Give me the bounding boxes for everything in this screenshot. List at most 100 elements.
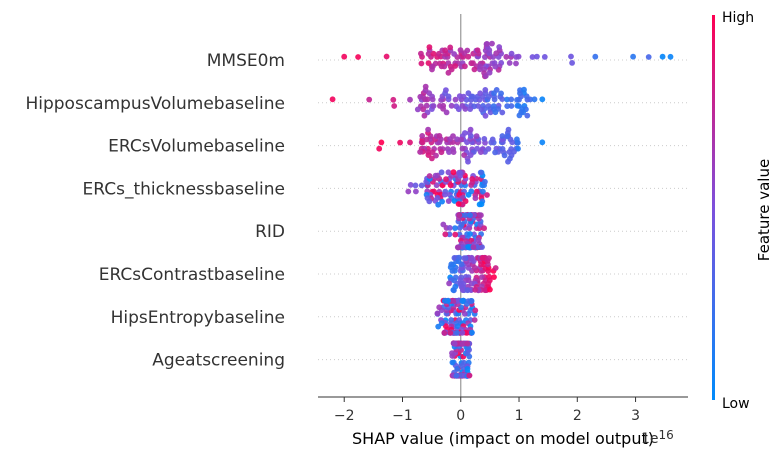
shap-point (456, 169, 463, 176)
shap-point (472, 195, 479, 202)
shap-point (482, 178, 488, 185)
shap-point (470, 244, 477, 251)
shap-point (477, 149, 484, 156)
shap-point (492, 63, 499, 70)
shap-point (504, 133, 511, 140)
shap-point (492, 265, 499, 271)
shap-point (397, 139, 403, 146)
shap-point (464, 47, 471, 54)
shap-point (418, 60, 425, 67)
shap-point (484, 41, 490, 47)
shap-point (471, 66, 478, 73)
shap-point (445, 198, 452, 205)
shap-point (455, 201, 462, 207)
shap-point (418, 50, 424, 57)
shap-point (481, 225, 487, 232)
shap-point (456, 212, 463, 219)
shap-point (499, 109, 506, 116)
shap-point (464, 340, 471, 347)
shap-point (534, 53, 540, 60)
shap-point (468, 255, 474, 262)
colorbar-low-label: Low (722, 396, 750, 412)
shap-point (489, 40, 495, 47)
shap-point (458, 136, 465, 143)
shap-point (451, 198, 458, 204)
shap-point (645, 54, 652, 60)
shap-point (482, 287, 488, 294)
shap-point (471, 317, 478, 323)
shap-point (493, 87, 500, 93)
shap-point (446, 225, 453, 231)
shap-point (430, 103, 437, 109)
feature-label: HipsEntropybaseline (111, 308, 285, 328)
shap-point (482, 87, 489, 93)
shap-point (529, 54, 536, 60)
shap-point (465, 191, 472, 198)
shap-point (541, 54, 548, 60)
shap-point (438, 169, 445, 176)
shap-point (491, 274, 497, 280)
shap-point (508, 50, 515, 57)
feature-label: ERCs_thicknessbaseline (83, 179, 285, 199)
shap-point (430, 50, 437, 57)
shap-point (503, 53, 510, 60)
shap-point (499, 133, 506, 139)
shap-point (513, 60, 519, 67)
shap-point (487, 286, 493, 293)
shap-point (376, 145, 383, 152)
shap-point (462, 130, 468, 136)
shap-point (482, 149, 488, 155)
shap-point (478, 106, 485, 113)
x-axis-ticks: −2 −1 0 1 2 3 (334, 397, 640, 424)
shap-point (448, 102, 455, 109)
shap-point (424, 96, 431, 103)
shap-point (456, 254, 462, 261)
shap-point (486, 255, 492, 261)
shap-point (445, 93, 452, 100)
shap-point (442, 231, 449, 238)
shap-point (454, 323, 461, 330)
shap-point (477, 90, 484, 97)
shap-point (516, 112, 523, 119)
shap-point (511, 148, 517, 155)
shap-point (423, 136, 430, 143)
shap-point (414, 106, 421, 113)
shap-point (417, 149, 423, 155)
shap-point (492, 149, 498, 156)
shap-point (462, 212, 469, 219)
shap-point (498, 90, 504, 97)
shap-point (443, 109, 450, 116)
shap-point (419, 139, 426, 146)
shap-point (438, 63, 445, 70)
shap-point (539, 139, 546, 146)
shap-point (476, 201, 483, 208)
feature-label: HipposcampusVolumebaseline (25, 94, 285, 114)
shap-point (478, 274, 485, 280)
shap-point (505, 158, 511, 165)
x-tick-label: 2 (573, 408, 582, 424)
shap-point (446, 231, 453, 238)
shap-point (469, 176, 476, 182)
shap-point (468, 298, 475, 304)
shap-point (467, 212, 473, 219)
shap-point (459, 145, 466, 152)
shap-point (501, 152, 508, 159)
shap-point (446, 280, 452, 287)
shap-point (508, 96, 515, 103)
shap-point (479, 255, 486, 262)
shap-point (473, 133, 480, 140)
shap-point (464, 287, 471, 294)
shap-point (423, 102, 430, 109)
shap-point (524, 112, 531, 119)
shap-point (659, 53, 666, 60)
shap-point (451, 340, 458, 347)
shap-point (443, 176, 449, 183)
shap-point (452, 231, 459, 238)
shap-point (465, 158, 471, 165)
shap-point (432, 172, 439, 179)
shap-point (469, 93, 476, 100)
feature-labels: MMSE0m HipposcampusVolumebaseline ERCsVolu… (25, 51, 285, 371)
shap-point (492, 109, 499, 116)
shap-point (435, 323, 442, 330)
shap-point (448, 261, 455, 268)
